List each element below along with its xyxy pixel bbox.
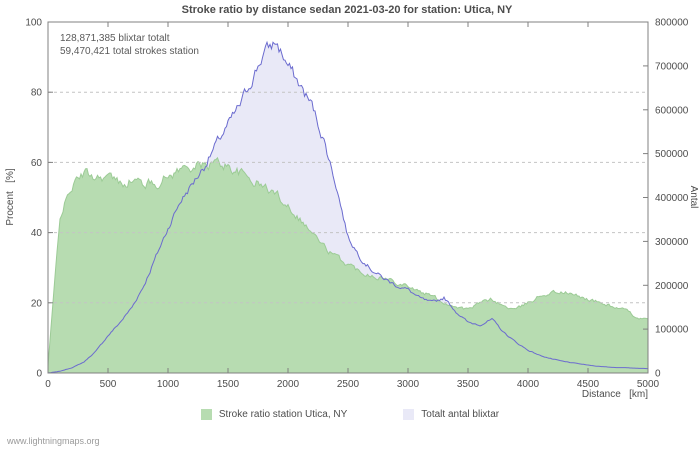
y-right-tick-label: 400000 — [655, 193, 689, 204]
y-right-tick-label: 0 — [655, 369, 661, 380]
x-tick-label: 0 — [45, 379, 51, 390]
y-left-tick-label: 80 — [31, 88, 43, 99]
x-tick-label: 1000 — [157, 379, 180, 390]
axis-tick-labels: 0204060801000100000200000300000400000500… — [25, 18, 688, 391]
y-left-tick-label: 20 — [31, 298, 43, 309]
grid-lines — [48, 91, 648, 304]
y-right-tick-label: 300000 — [655, 237, 689, 248]
y-left-tick-label: 0 — [36, 369, 42, 380]
y-right-tick-label: 100000 — [655, 325, 689, 336]
x-tick-label: 3500 — [457, 379, 480, 390]
y-left-tick-label: 60 — [31, 158, 43, 169]
x-tick-label: 4500 — [577, 379, 600, 390]
x-tick-label: 5000 — [637, 379, 660, 390]
y-right-tick-label: 600000 — [655, 105, 689, 116]
annotation-station-strokes: 59,470,421 total strokes station — [60, 46, 199, 57]
legend-swatch-stroke-ratio — [200, 409, 212, 420]
legend-item-total-strokes: Totalt antal blixtar — [403, 409, 499, 420]
y-right-tick-label: 700000 — [655, 61, 689, 72]
stroke-ratio-edge-line — [47, 156, 649, 367]
annotation-total-strokes: 128,871,385 blixtar totalt — [60, 33, 170, 44]
y-right-tick-label: 800000 — [655, 18, 689, 29]
x-tick-label: 2000 — [277, 379, 300, 390]
y-left-tick-label: 100 — [25, 18, 42, 29]
x-tick-label: 1500 — [217, 379, 240, 390]
y-right-tick-label: 500000 — [655, 149, 689, 160]
legend-swatch-total-strokes — [403, 409, 415, 420]
x-tick-label: 500 — [100, 379, 117, 390]
y-left-axis-label: Procent [%] — [5, 168, 16, 225]
legend-item-stroke-ratio: Stroke ratio station Utica, NY — [200, 409, 348, 420]
y-left-tick-label: 40 — [31, 228, 43, 239]
legend-label-stroke-ratio: Stroke ratio station Utica, NY — [218, 409, 348, 420]
total-strokes-line — [47, 40, 648, 374]
chart-title: Stroke ratio by distance sedan 2021-03-2… — [182, 4, 513, 16]
y-right-tick-label: 200000 — [655, 281, 689, 292]
x-tick-label: 2500 — [337, 379, 360, 390]
x-tick-label: 3000 — [397, 379, 420, 390]
x-axis-label: Distance [km] — [582, 389, 648, 400]
x-tick-label: 4000 — [517, 379, 540, 390]
legend-label-total-strokes: Totalt antal blixtar — [421, 409, 500, 420]
watermark: www.lightningmaps.org — [7, 436, 100, 446]
stroke-ratio-area — [48, 157, 648, 373]
y-right-axis-label: Antal — [688, 186, 699, 209]
axis-ticks — [47, 21, 649, 374]
legend: Stroke ratio station Utica, NY Totalt an… — [0, 409, 700, 420]
